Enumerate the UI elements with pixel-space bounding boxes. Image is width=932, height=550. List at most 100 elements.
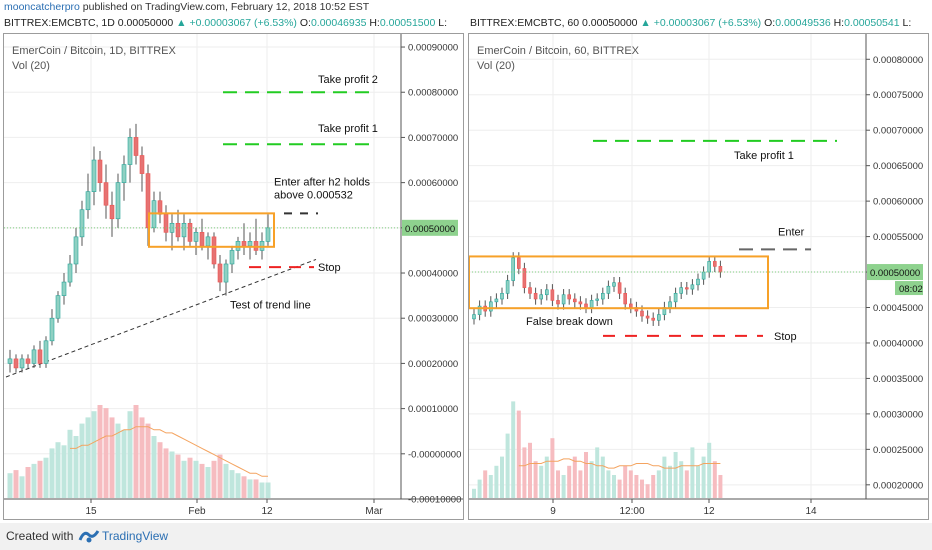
- author-link[interactable]: mooncatcherpro: [4, 1, 80, 13]
- volume-bar: [679, 461, 684, 498]
- volume-bar: [163, 448, 169, 498]
- candle-body: [584, 303, 588, 308]
- volume-bar: [516, 410, 521, 498]
- x-tick-label: 12:00: [619, 506, 644, 517]
- candle-body: [265, 227, 271, 242]
- y-tick-label: 0.00060000: [873, 197, 923, 208]
- volume-bar: [187, 457, 193, 498]
- volume-bar: [584, 452, 588, 498]
- volume-bar: [600, 456, 605, 498]
- candle-body: [511, 257, 516, 281]
- candle-body: [211, 236, 217, 265]
- volume-bar: [662, 456, 667, 498]
- volume-bar: [127, 411, 133, 498]
- y-tick-label: 0.00010000: [408, 404, 458, 415]
- y-tick-label: 0.00090000: [408, 43, 458, 54]
- y-tick-label: 0.00080000: [408, 88, 458, 99]
- volume-bar: [37, 460, 43, 498]
- candle-body: [97, 159, 103, 183]
- volume-bar: [49, 448, 55, 498]
- candle-body: [199, 232, 205, 247]
- candle-body: [645, 315, 650, 319]
- y-tick-label: 0.00070000: [873, 126, 923, 137]
- range-box: [468, 255, 769, 310]
- volume-bar: [67, 429, 73, 498]
- volume-bar: [707, 442, 712, 498]
- candle-body: [545, 289, 549, 296]
- volume-bar: [488, 475, 493, 498]
- tradingview-logo-icon[interactable]: [78, 528, 100, 547]
- candle-body: [241, 241, 247, 247]
- volume-bar: [73, 436, 79, 498]
- volume-ma-line: [518, 458, 721, 469]
- candle-body: [127, 137, 133, 165]
- candle-body: [533, 293, 538, 300]
- volume-bar: [223, 463, 229, 498]
- candle-body: [121, 164, 127, 183]
- candle-body: [612, 282, 616, 287]
- volume-bar: [211, 460, 217, 498]
- volume-bar: [628, 470, 633, 498]
- volume-bar: [522, 447, 527, 498]
- candle-body: [601, 293, 605, 300]
- y-tick-label: 0.00035000: [873, 374, 923, 385]
- volume-bar: [617, 479, 622, 498]
- candle-body: [109, 204, 115, 220]
- candle-body: [477, 305, 482, 315]
- volume-bar: [567, 465, 572, 498]
- candle-body: [73, 236, 79, 265]
- y-tick-label: 0.00040000: [873, 338, 923, 349]
- volume-bar: [528, 442, 532, 498]
- left-chart-panel[interactable]: 0.00090000 0.00080000 0.00070000 0.00060000…: [3, 33, 464, 520]
- candle-body: [223, 263, 229, 283]
- candle-body: [7, 358, 13, 364]
- candle-body: [247, 241, 253, 247]
- chart-title: EmerCoin / Bitcoin, 60, BITTREX: [477, 45, 640, 57]
- right-symbol-line: BITTREX:EMCBTC, 60 0.00050000 ▲ +0.00003…: [470, 16, 930, 30]
- candle-body: [43, 340, 49, 364]
- candle-body: [61, 281, 67, 296]
- candle-body: [205, 236, 211, 247]
- volume-bar: [55, 442, 61, 498]
- volume-bar: [229, 470, 235, 498]
- x-tick-label: 9: [550, 506, 556, 517]
- tradingview-link[interactable]: TradingView: [102, 529, 169, 543]
- candle-body: [528, 287, 532, 294]
- right-open-value: 0.00049536: [775, 17, 831, 29]
- candle-body: [157, 200, 163, 215]
- volume-bar: [578, 470, 583, 498]
- candle-body: [522, 268, 527, 288]
- volume-bar: [651, 475, 656, 498]
- volume-bar: [109, 417, 115, 498]
- footer: Created with TradingView: [0, 523, 932, 550]
- enter-label-line1: Enter after h2 holds: [274, 176, 371, 188]
- candle-body: [657, 314, 661, 321]
- candle-body: [91, 159, 97, 192]
- volume-bar: [103, 408, 109, 498]
- volume-bar: [645, 484, 650, 498]
- volume-bar: [640, 479, 644, 498]
- candle-body: [494, 298, 499, 303]
- volume-bar: [115, 423, 121, 498]
- candle-body: [606, 285, 611, 294]
- candle-body: [701, 271, 706, 280]
- candle-body: [193, 232, 199, 242]
- candle-body: [556, 300, 560, 305]
- volume-bar: [561, 475, 566, 498]
- x-tick-label: 14: [805, 506, 817, 517]
- left-chart-svg[interactable]: 0.00090000 0.00080000 0.00070000 0.00060000…: [4, 34, 463, 519]
- candle-body: [55, 295, 61, 319]
- right-chart-svg[interactable]: 0.00080000 0.00075000 0.00070000 0.00065000…: [468, 34, 928, 519]
- enter-label: Enter: [778, 226, 805, 238]
- right-open-label: O:: [764, 17, 776, 29]
- candle-body: [685, 287, 689, 290]
- volume-bar: [259, 482, 265, 498]
- candle-body: [561, 294, 566, 305]
- candle-body: [573, 298, 577, 303]
- candle-body: [516, 257, 521, 269]
- volume-bar: [606, 470, 611, 498]
- right-chart-panel[interactable]: 0.00080000 0.00075000 0.00070000 0.00065000…: [468, 33, 929, 520]
- x-tick-label: 15: [85, 506, 97, 517]
- candle-body: [31, 349, 37, 364]
- candle-body: [505, 280, 510, 294]
